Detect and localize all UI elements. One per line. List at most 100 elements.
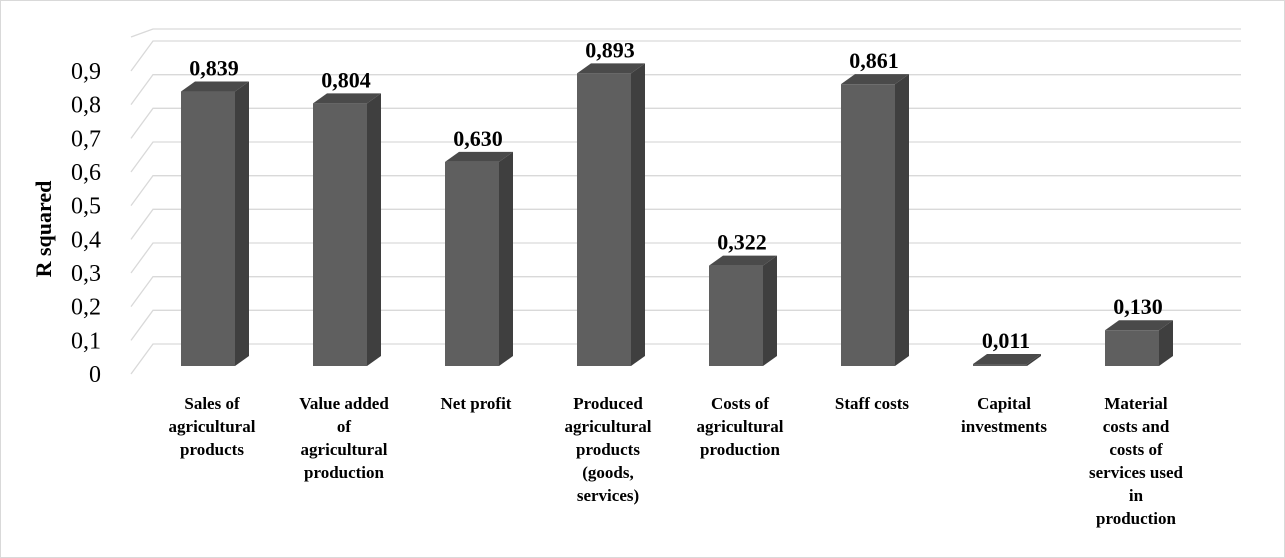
bar (313, 93, 381, 366)
category-label: Sales of agricultural products (169, 394, 256, 459)
category-label-line: services used (1089, 463, 1184, 482)
category-label: Net profit (441, 394, 512, 413)
bar-front (181, 91, 235, 366)
bar-front (445, 161, 499, 366)
category-label: Costs of agricultural production (697, 394, 784, 459)
gridline (130, 107, 1241, 139)
y-tick-label: 0 (89, 362, 101, 388)
data-label: 0,011 (982, 328, 1030, 353)
gridline (130, 343, 1241, 375)
gridline (130, 175, 1241, 207)
bar-front (709, 265, 763, 366)
category-label-line: agricultural (301, 440, 388, 459)
bar-top (1105, 320, 1173, 331)
bar (1105, 320, 1173, 366)
bars (181, 63, 1173, 367)
gridline (130, 40, 1241, 72)
y-tick-label: 0,8 (71, 93, 101, 119)
category-label-line: Produced (573, 394, 643, 413)
bar-side (1027, 354, 1041, 366)
category-label-line: production (1096, 509, 1177, 528)
bar (577, 63, 645, 367)
y-axis-title: R squared (31, 181, 56, 278)
category-label-line: (goods, (582, 463, 633, 482)
y-tick-label: 0,2 (71, 295, 101, 321)
category-label-line: Costs of (711, 394, 769, 413)
bar-front (577, 73, 631, 367)
bar-top (841, 74, 909, 85)
gridline (130, 309, 1241, 341)
category-label-line: agricultural (169, 417, 256, 436)
gridline (130, 276, 1241, 308)
bar-front (1105, 330, 1159, 366)
gridline (130, 141, 1241, 173)
category-label-line: Sales of (184, 394, 240, 413)
bar-side (499, 151, 513, 366)
y-tick-label: 0,5 (71, 194, 101, 220)
bar-side (367, 93, 381, 366)
bar-top (709, 255, 777, 266)
category-label-line: products (180, 440, 244, 459)
gridline (130, 28, 1241, 38)
bar-top (577, 63, 645, 74)
category-label: Material costs and costs of services used in… (1089, 394, 1184, 528)
data-label: 0,839 (189, 56, 239, 81)
category-label-line: production (700, 440, 781, 459)
category-labels: Sales of agricultural products Value added o… (169, 394, 1184, 528)
category-label-line: Net profit (441, 394, 512, 413)
category-label-line: costs and (1103, 417, 1170, 436)
category-label-line: investments (961, 417, 1047, 436)
gridlines (130, 28, 1241, 375)
gridline (130, 74, 1241, 106)
bar-side (895, 74, 909, 366)
gridline (130, 242, 1241, 274)
category-label-line: services) (577, 486, 639, 505)
category-label-line: Value added (299, 394, 389, 413)
bar (973, 354, 1041, 366)
data-label: 0,630 (453, 126, 503, 151)
data-labels: 0,839 0,804 0,630 0,893 0,322 0,861 0,011 0,130 (189, 37, 1163, 353)
category-label: Staff costs (835, 394, 910, 413)
bar-top (445, 151, 513, 162)
category-label-line: in (1129, 486, 1144, 505)
y-tick-label: 0,4 (71, 227, 101, 253)
bar (445, 151, 513, 366)
category-label-line: production (304, 463, 385, 482)
y-axis-ticks: 0 0,1 0,2 0,3 0,4 0,5 0,6 0,7 0,8 0,9 (71, 59, 101, 388)
category-label: Produced agricultural products (goods, servi… (565, 394, 652, 505)
data-label: 0,804 (321, 67, 371, 92)
bar (181, 81, 249, 366)
bar-front (313, 103, 367, 366)
data-label: 0,861 (849, 48, 899, 73)
category-label-line: products (576, 440, 640, 459)
category-label-line: agricultural (565, 417, 652, 436)
y-tick-label: 0,7 (71, 126, 101, 152)
y-tick-label: 0,3 (71, 261, 101, 287)
category-label: Capital investments (961, 394, 1047, 436)
bar-front (973, 364, 1027, 366)
bar (841, 74, 909, 366)
bar-front (841, 84, 895, 366)
category-label-line: agricultural (697, 417, 784, 436)
bar-top (973, 354, 1041, 364)
y-tick-label: 0,6 (71, 160, 101, 186)
data-label: 0,322 (717, 230, 767, 255)
bar (709, 255, 777, 366)
y-tick-label: 0,9 (71, 59, 101, 85)
bar-top (313, 93, 381, 104)
bar-side (631, 63, 645, 367)
category-label-line: Staff costs (835, 394, 910, 413)
bar-side (763, 255, 777, 366)
data-label: 0,130 (1113, 294, 1163, 319)
y-tick-label: 0,1 (71, 328, 101, 354)
category-label-line: costs of (1109, 440, 1163, 459)
bar-side (235, 81, 249, 366)
bar-side (1159, 320, 1173, 366)
gridline (130, 208, 1241, 240)
category-label-line: Capital (977, 394, 1031, 413)
data-label: 0,893 (585, 37, 635, 62)
bar-top (181, 81, 249, 92)
category-label-line: of (337, 417, 352, 436)
